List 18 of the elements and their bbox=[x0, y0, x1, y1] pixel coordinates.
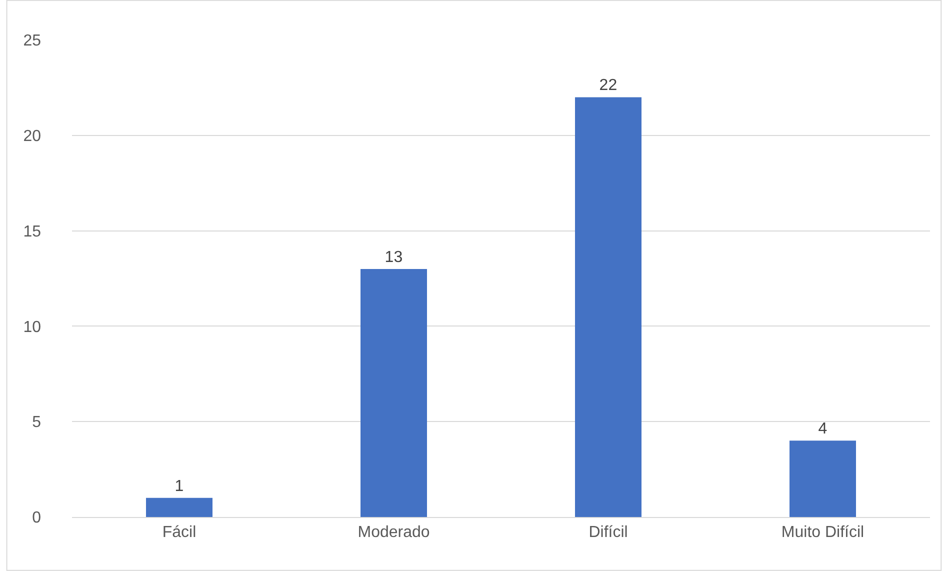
data-label: 1 bbox=[174, 478, 184, 495]
bar bbox=[575, 97, 642, 517]
y-tick-label: 20 bbox=[23, 128, 42, 145]
y-tick-label: 15 bbox=[23, 223, 42, 240]
x-tick-label: Difícil bbox=[588, 524, 628, 542]
bar bbox=[790, 440, 856, 517]
x-tick-label: Muito Difícil bbox=[781, 524, 864, 542]
bar bbox=[146, 498, 212, 517]
data-label: 13 bbox=[384, 248, 403, 266]
data-label: 22 bbox=[599, 77, 618, 94]
y-tick-label: 0 bbox=[32, 510, 42, 527]
data-label: 4 bbox=[818, 420, 828, 438]
x-tick-label: Moderado bbox=[358, 524, 430, 542]
y-tick-label: 25 bbox=[23, 32, 42, 50]
x-tick-label: Fácil bbox=[162, 524, 196, 542]
bar bbox=[360, 268, 427, 517]
y-tick-label: 5 bbox=[32, 414, 42, 432]
y-tick-label: 10 bbox=[23, 318, 42, 336]
